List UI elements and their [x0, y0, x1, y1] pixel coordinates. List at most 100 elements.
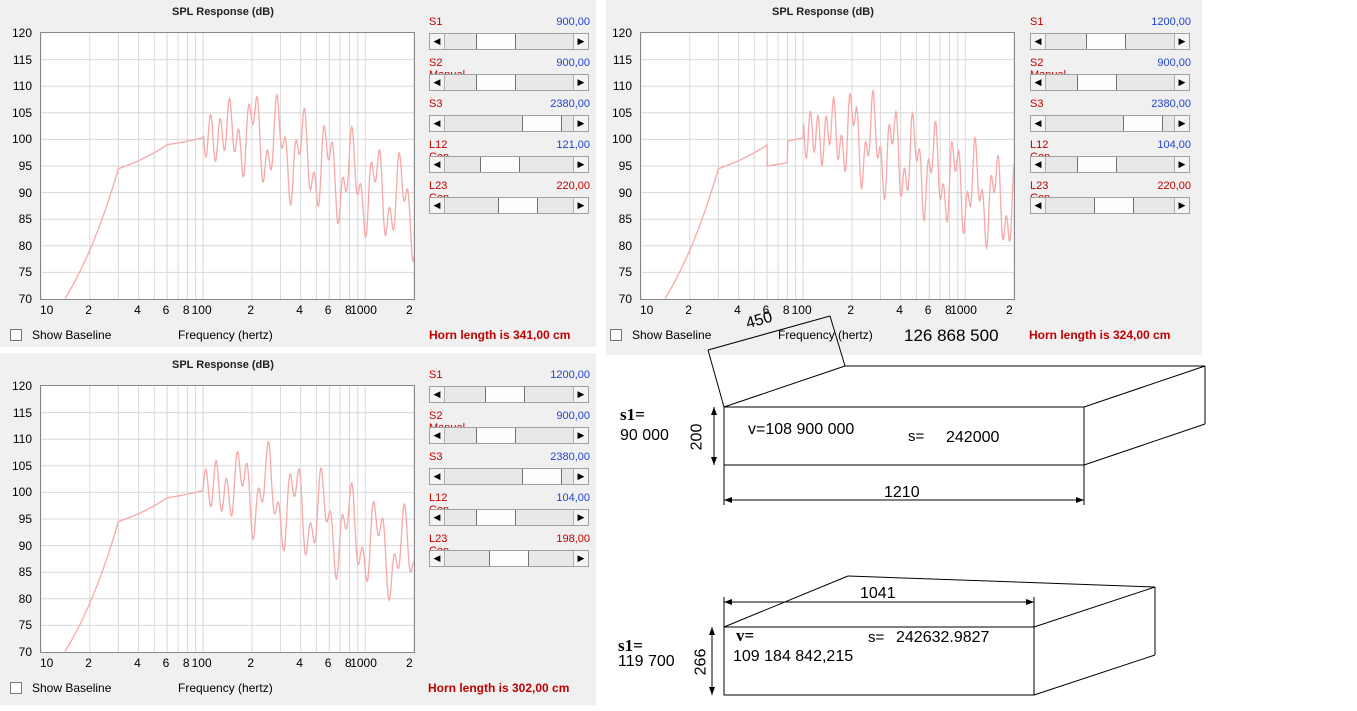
y-tick-label: 100 — [11, 485, 32, 500]
slider-thumb[interactable] — [1094, 198, 1135, 213]
box2-s-value: 242632.9827 — [896, 629, 990, 646]
box1-depth-line — [707, 315, 831, 351]
slider-label: S3 — [429, 98, 443, 110]
scroll-left-arrow-icon[interactable]: ◀ — [430, 75, 445, 90]
scroll-left-arrow-icon[interactable]: ◀ — [430, 116, 445, 131]
spl-response-curve — [64, 440, 415, 652]
scroll-left-arrow-icon[interactable]: ◀ — [430, 34, 445, 49]
scroll-left-arrow-icon[interactable]: ◀ — [1031, 34, 1046, 49]
scroll-right-arrow-icon[interactable]: ▶ — [573, 157, 588, 172]
slider-thumb[interactable] — [522, 116, 563, 131]
slider-scrollbar[interactable]: ◀ ▶ — [429, 74, 589, 91]
show-baseline-checkbox[interactable] — [10, 682, 22, 694]
scroll-left-arrow-icon[interactable]: ◀ — [430, 157, 445, 172]
scroll-left-arrow-icon[interactable]: ◀ — [430, 428, 445, 443]
box1-depth-ext-2 — [829, 315, 846, 367]
scroll-left-arrow-icon[interactable]: ◀ — [430, 387, 445, 402]
y-tick-label: 75 — [18, 618, 32, 633]
show-baseline-checkbox[interactable] — [10, 329, 22, 341]
slider-scrollbar[interactable]: ◀ ▶ — [1030, 74, 1190, 91]
slider-value: 2380,00 — [1151, 98, 1191, 110]
scroll-right-arrow-icon[interactable]: ▶ — [1174, 34, 1189, 49]
slider-scrollbar[interactable]: ◀ ▶ — [1030, 115, 1190, 132]
scroll-right-arrow-icon[interactable]: ▶ — [573, 469, 588, 484]
slider-scrollbar[interactable]: ◀ ▶ — [429, 386, 589, 403]
scroll-right-arrow-icon[interactable]: ▶ — [573, 387, 588, 402]
scroll-right-arrow-icon[interactable]: ▶ — [573, 116, 588, 131]
show-baseline-label[interactable]: Show Baseline — [32, 328, 112, 342]
slider-scrollbar[interactable]: ◀ ▶ — [429, 509, 589, 526]
slider-value: 121,00 — [556, 139, 590, 151]
slider-thumb[interactable] — [475, 510, 516, 525]
slider-scrollbar[interactable]: ◀ ▶ — [429, 33, 589, 50]
slider-scrollbar[interactable]: ◀ ▶ — [429, 197, 589, 214]
box2-height-label: 266 — [692, 648, 710, 676]
slider-thumb[interactable] — [489, 551, 529, 566]
scroll-right-arrow-icon[interactable]: ▶ — [573, 510, 588, 525]
show-baseline-label[interactable]: Show Baseline — [32, 681, 112, 695]
y-tick-label: 95 — [618, 159, 632, 173]
y-tick-label: 115 — [612, 52, 632, 67]
slider-value: 220,00 — [556, 180, 590, 192]
scroll-left-arrow-icon[interactable]: ◀ — [430, 198, 445, 213]
show-baseline-checkbox[interactable] — [610, 329, 622, 341]
slider-thumb[interactable] — [1085, 34, 1126, 49]
slider-scrollbar[interactable]: ◀ ▶ — [429, 550, 589, 567]
x-tick-label: 4 — [134, 656, 141, 670]
slider-value: 1200,00 — [550, 369, 590, 381]
slider-thumb[interactable] — [484, 387, 525, 402]
slider-thumb[interactable] — [475, 75, 516, 90]
scroll-right-arrow-icon[interactable]: ▶ — [573, 198, 588, 213]
scroll-right-arrow-icon[interactable]: ▶ — [1174, 116, 1189, 131]
slider-scrollbar[interactable]: ◀ ▶ — [1030, 156, 1190, 173]
box1-top-edge-left — [723, 365, 846, 408]
x-tick-label: 2 — [847, 303, 855, 317]
slider-thumb[interactable] — [1123, 116, 1164, 131]
scroll-right-arrow-icon[interactable]: ▶ — [573, 551, 588, 566]
slider-scrollbar[interactable]: ◀ ▶ — [429, 468, 589, 485]
x-tick-label: 6 — [162, 303, 170, 317]
box2-bottom-edge-right — [1033, 654, 1156, 696]
x-tick-label: 2 — [1006, 303, 1013, 317]
scroll-left-arrow-icon[interactable]: ◀ — [1031, 157, 1046, 172]
y-tick-label: 80 — [18, 591, 32, 606]
box2-s-label: s= — [868, 629, 885, 646]
slider-thumb[interactable] — [475, 34, 516, 49]
scroll-right-arrow-icon[interactable]: ▶ — [573, 75, 588, 90]
scroll-left-arrow-icon[interactable]: ◀ — [430, 551, 445, 566]
scroll-right-arrow-icon[interactable]: ▶ — [1174, 157, 1189, 172]
slider-scrollbar[interactable]: ◀ ▶ — [429, 427, 589, 444]
box1-s1-value: 90 000 — [620, 427, 669, 444]
box1-volume-label: v=108 900 000 — [748, 421, 855, 438]
scroll-right-arrow-icon[interactable]: ▶ — [573, 428, 588, 443]
show-baseline-label[interactable]: Show Baseline — [632, 328, 712, 342]
box1-depth-ext-1 — [707, 349, 725, 408]
slider-scrollbar[interactable]: ◀ ▶ — [1030, 197, 1190, 214]
slider-thumb[interactable] — [480, 157, 521, 172]
slider-thumb[interactable] — [522, 469, 563, 484]
scroll-left-arrow-icon[interactable]: ◀ — [430, 510, 445, 525]
y-tick-label: 120 — [611, 26, 632, 40]
slider-scrollbar[interactable]: ◀ ▶ — [429, 115, 589, 132]
slider-thumb[interactable] — [1076, 157, 1117, 172]
scroll-left-arrow-icon[interactable]: ◀ — [1031, 75, 1046, 90]
scroll-left-arrow-icon[interactable]: ◀ — [1031, 198, 1046, 213]
box2-top-edge-right — [1033, 586, 1156, 628]
box-sketch-1 — [707, 315, 1206, 505]
slider-thumb[interactable] — [475, 428, 516, 443]
slider-scrollbar[interactable]: ◀ ▶ — [429, 156, 589, 173]
box2-v-label: v= — [736, 626, 755, 645]
slider-thumb[interactable] — [1076, 75, 1117, 90]
scroll-right-arrow-icon[interactable]: ▶ — [573, 34, 588, 49]
slider-value: 198,00 — [556, 533, 590, 545]
scroll-left-arrow-icon[interactable]: ◀ — [1031, 116, 1046, 131]
scroll-right-arrow-icon[interactable]: ▶ — [1174, 75, 1189, 90]
x-tick-label: 100 — [191, 303, 212, 317]
scroll-right-arrow-icon[interactable]: ▶ — [1174, 198, 1189, 213]
slider-thumb[interactable] — [497, 198, 538, 213]
scroll-left-arrow-icon[interactable]: ◀ — [430, 469, 445, 484]
x-tick-label: 2 — [685, 303, 692, 317]
slider-scrollbar[interactable]: ◀ ▶ — [1030, 33, 1190, 50]
box1-width-label: 1210 — [884, 484, 920, 501]
x-tick-label: 4 — [896, 303, 903, 317]
